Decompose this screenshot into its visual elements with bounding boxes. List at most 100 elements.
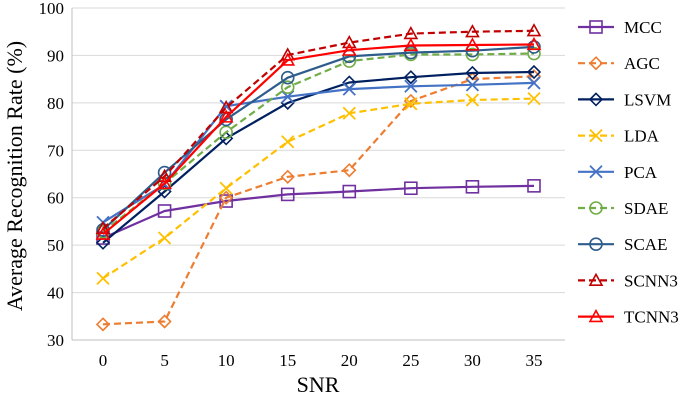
data-point bbox=[526, 23, 542, 37]
data-point bbox=[342, 184, 357, 199]
data-point bbox=[527, 91, 541, 106]
legend-marker bbox=[588, 92, 604, 107]
data-point bbox=[526, 36, 542, 51]
data-point bbox=[219, 194, 233, 208]
data-point bbox=[527, 76, 541, 90]
y-tick-label: 100 bbox=[39, 0, 65, 18]
legend-marker bbox=[589, 237, 603, 251]
data-point bbox=[465, 65, 480, 81]
data-point bbox=[95, 235, 111, 250]
legend-label: LSVM bbox=[624, 90, 671, 109]
data-point bbox=[96, 271, 110, 285]
data-point bbox=[95, 226, 111, 240]
data-point bbox=[95, 317, 111, 332]
legend-label: LDA bbox=[624, 127, 660, 146]
series-line-scae bbox=[102, 45, 535, 231]
data-point bbox=[527, 40, 541, 54]
data-point bbox=[527, 179, 541, 193]
data-point bbox=[404, 181, 418, 196]
axes bbox=[71, 8, 565, 341]
data-point bbox=[157, 314, 172, 329]
legend-label: TCNN3 bbox=[624, 308, 679, 327]
series-line-scnn3 bbox=[102, 29, 535, 230]
legend-label: SCNN3 bbox=[624, 271, 678, 290]
data-point bbox=[280, 52, 296, 66]
x-tick-label: 25 bbox=[402, 351, 419, 370]
data-point bbox=[281, 135, 295, 149]
series-line-sdae bbox=[102, 52, 535, 233]
legend-item-mcc: MCC bbox=[578, 18, 662, 37]
y-tick-label: 40 bbox=[47, 284, 64, 303]
legend-marker bbox=[589, 201, 603, 215]
y-tick-label: 70 bbox=[47, 141, 64, 160]
data-point bbox=[465, 37, 480, 51]
data-point bbox=[280, 80, 295, 95]
series-lda bbox=[96, 91, 541, 285]
legend-label: SCAE bbox=[624, 235, 667, 254]
legend-label: MCC bbox=[624, 18, 662, 37]
data-point bbox=[157, 175, 172, 190]
gridlines bbox=[72, 7, 565, 294]
legend-item-lda: LDA bbox=[578, 127, 660, 146]
legend-label: PCA bbox=[624, 163, 658, 182]
data-point bbox=[465, 93, 480, 107]
data-point bbox=[157, 168, 172, 182]
x-tick-labels: 0 5 10 15 20 25 30 35 bbox=[99, 351, 543, 370]
series-line-lda bbox=[102, 97, 535, 280]
legend-label: AGC bbox=[624, 54, 660, 73]
data-point bbox=[219, 181, 233, 195]
legend-item-tcnn3: TCNN3 bbox=[578, 308, 679, 327]
x-tick-label: 15 bbox=[279, 351, 296, 370]
legend-marker bbox=[588, 308, 604, 323]
series-line-agc bbox=[102, 75, 535, 326]
data-point bbox=[218, 109, 234, 123]
legend-item-sdae: SDAE bbox=[578, 199, 668, 218]
y-tick-label: 30 bbox=[47, 331, 64, 350]
data-point bbox=[280, 70, 295, 85]
data-point bbox=[219, 125, 233, 140]
data-point bbox=[403, 37, 419, 52]
series-line-mcc bbox=[102, 184, 535, 240]
y-tick-label: 60 bbox=[47, 189, 64, 208]
legend-item-agc: AGC bbox=[578, 54, 660, 73]
x-tick-label: 10 bbox=[218, 351, 235, 370]
data-point bbox=[280, 187, 295, 202]
legend-item-scae: SCAE bbox=[578, 235, 667, 254]
data-point bbox=[341, 42, 357, 56]
x-tick-label: 30 bbox=[464, 351, 481, 370]
data-point bbox=[219, 112, 233, 127]
y-tick-label: 50 bbox=[47, 236, 64, 255]
data-point bbox=[342, 106, 356, 120]
y-tick-label: 90 bbox=[47, 46, 64, 65]
data-point bbox=[157, 231, 172, 245]
x-tick-label: 0 bbox=[99, 351, 108, 370]
legend-marker bbox=[588, 272, 604, 287]
data-point bbox=[465, 47, 480, 62]
data-point bbox=[526, 64, 542, 80]
x-tick-label: 20 bbox=[341, 351, 358, 370]
legend-marker bbox=[589, 20, 603, 34]
series-tcnn3 bbox=[95, 36, 542, 240]
data-point bbox=[465, 180, 480, 194]
legend-label: SDAE bbox=[624, 199, 668, 218]
series-lines bbox=[95, 23, 542, 332]
data-point bbox=[404, 97, 418, 111]
data-point bbox=[465, 24, 480, 38]
legend-item-lsvm: LSVM bbox=[578, 90, 671, 109]
y-tick-label: 80 bbox=[47, 94, 64, 113]
x-axis-title: SNR bbox=[297, 372, 340, 397]
series-scae bbox=[96, 40, 541, 237]
x-tick-label: 5 bbox=[160, 351, 169, 370]
legend-item-pca: PCA bbox=[578, 163, 658, 182]
data-point bbox=[342, 82, 356, 96]
data-point bbox=[219, 190, 234, 205]
series-line-tcnn3 bbox=[102, 43, 535, 236]
legend-marker bbox=[589, 128, 603, 143]
x-tick-label: 35 bbox=[526, 351, 543, 370]
y-axis-title: Average Recognition Rate (%) bbox=[2, 41, 27, 311]
y-tick-labels: 30 40 50 60 70 80 90 100 bbox=[39, 0, 65, 350]
legend-marker bbox=[589, 165, 603, 179]
legend-marker bbox=[588, 56, 604, 71]
data-point bbox=[342, 163, 357, 178]
